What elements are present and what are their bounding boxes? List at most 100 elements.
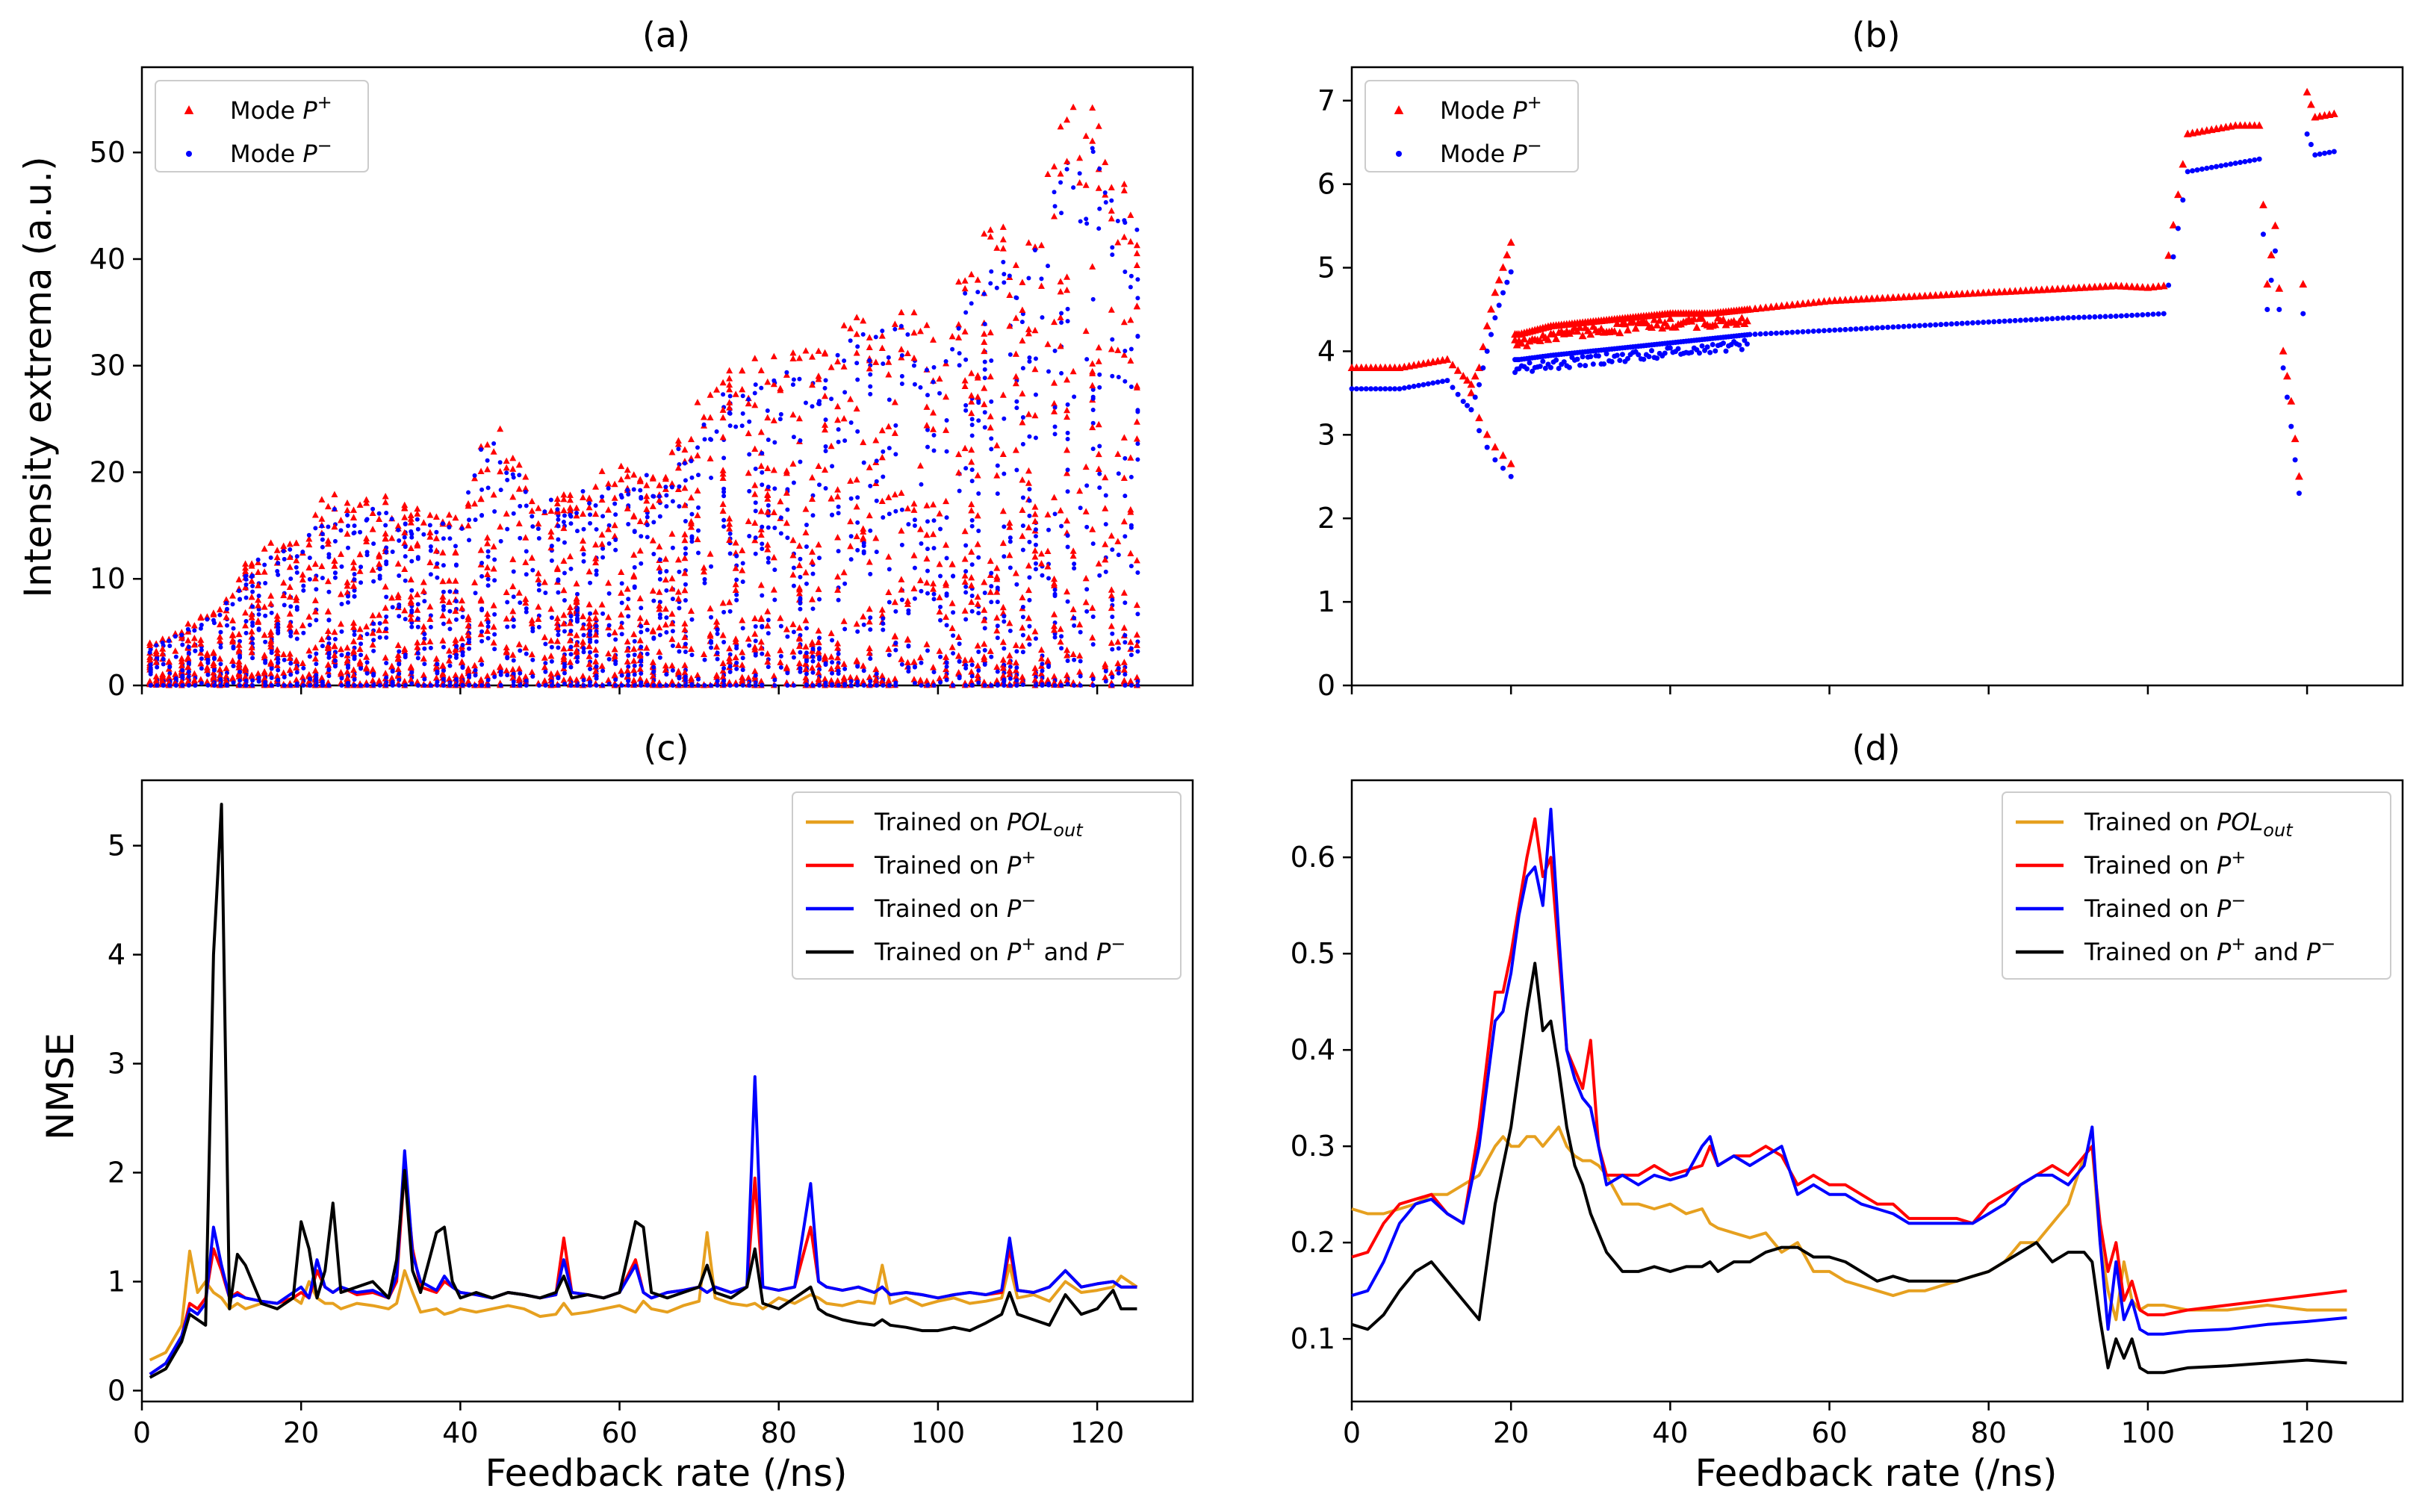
data-point-triangle (1133, 601, 1140, 609)
data-point-triangle (808, 558, 816, 565)
y-tick-label: 10 (90, 562, 125, 595)
data-point-triangle (878, 612, 886, 618)
data-point-dot (320, 679, 325, 685)
data-point-dot (1574, 356, 1580, 362)
data-point-dot (830, 659, 835, 665)
data-point-triangle (1536, 336, 1544, 344)
data-point-triangle (1064, 158, 1071, 164)
data-point-triangle (216, 620, 223, 628)
data-point-triangle (299, 576, 306, 583)
data-point-triangle (484, 465, 491, 473)
data-point-triangle (1108, 207, 1115, 214)
data-point-triangle (719, 406, 727, 413)
data-point-dot (326, 683, 332, 688)
data-point-dot (594, 639, 599, 644)
data-point-triangle (1031, 665, 1039, 671)
data-point-triangle (267, 631, 275, 638)
data-point-dot (256, 612, 261, 617)
data-point-dot (467, 517, 472, 523)
data-point-triangle (242, 609, 249, 616)
data-point-triangle (968, 656, 975, 663)
data-point-dot (855, 547, 860, 553)
data-point-dot (874, 683, 879, 688)
data-point-dot (568, 665, 574, 670)
data-point-triangle (1019, 476, 1026, 483)
data-point-dot (2140, 312, 2146, 318)
data-point-triangle (2267, 250, 2276, 258)
data-point-dot (402, 535, 407, 540)
data-point-triangle (624, 667, 631, 673)
data-point-triangle (1120, 318, 1128, 326)
data-point-triangle (981, 640, 988, 647)
data-point-dot (505, 477, 510, 482)
data-point-dot (1135, 683, 1140, 688)
data-point-triangle (414, 540, 421, 547)
data-point-dot (778, 665, 783, 670)
data-point-dot (268, 555, 273, 560)
data-point-triangle (974, 276, 981, 283)
data-point-triangle (795, 354, 803, 361)
data-point-triangle (465, 622, 472, 629)
data-point-triangle (1963, 289, 1972, 297)
data-point-triangle (2043, 285, 2052, 293)
data-point-triangle (522, 473, 530, 480)
data-point-triangle (948, 561, 956, 567)
data-point-dot (580, 488, 586, 494)
data-point-triangle (1957, 289, 1966, 298)
data-point-dot (638, 488, 643, 493)
data-point-triangle (968, 391, 975, 399)
data-point-triangle (528, 620, 535, 626)
data-point-dot (1007, 676, 1013, 681)
data-point-dot (804, 650, 809, 656)
data-point-dot (186, 151, 192, 157)
data-point-dot (338, 528, 344, 533)
data-point-dot (237, 678, 243, 683)
data-point-dot (893, 641, 898, 646)
data-point-triangle (432, 513, 440, 520)
data-point-triangle (216, 606, 223, 613)
data-point-triangle (407, 511, 415, 518)
data-point-dot (995, 682, 1000, 687)
data-point-dot (421, 532, 426, 537)
data-point-dot (657, 612, 662, 617)
data-point-dot (740, 393, 745, 399)
data-point-dot (1911, 323, 1917, 329)
data-point-dot (492, 674, 497, 679)
data-point-dot (1027, 642, 1032, 647)
data-point-dot (186, 644, 191, 650)
data-point-triangle (573, 648, 580, 655)
data-point-dot (848, 496, 854, 501)
data-point-dot (670, 629, 675, 634)
data-point-triangle (458, 604, 465, 612)
data-point-triangle (414, 505, 421, 512)
data-point-triangle (159, 635, 167, 643)
data-point-dot (912, 382, 917, 387)
data-point-triangle (515, 520, 523, 526)
data-point-dot (288, 547, 293, 552)
data-point-dot (403, 554, 408, 559)
data-point-dot (1002, 272, 1007, 277)
data-point-triangle (2329, 109, 2338, 117)
data-point-dot (944, 660, 949, 665)
data-point-dot (2185, 169, 2191, 175)
data-point-triangle (993, 676, 1001, 684)
plot-frame (140, 779, 1194, 1403)
data-point-triangle (618, 623, 625, 629)
data-point-dot (556, 632, 561, 638)
data-point-triangle (1711, 320, 1720, 329)
data-point-triangle (324, 503, 332, 510)
data-point-dot (702, 576, 707, 582)
data-point-triangle (853, 503, 860, 510)
data-point-dot (1842, 326, 1848, 332)
data-point-dot (542, 509, 547, 514)
data-point-triangle (541, 633, 548, 641)
data-point-dot (664, 683, 669, 688)
data-point-triangle (860, 613, 867, 620)
data-point-dot (931, 597, 937, 602)
data-point-triangle (184, 653, 192, 661)
data-point-triangle (223, 665, 230, 671)
data-point-dot (1110, 675, 1115, 680)
data-point-dot (1046, 576, 1052, 581)
data-point-triangle (910, 354, 918, 361)
data-point-triangle (1031, 503, 1039, 510)
